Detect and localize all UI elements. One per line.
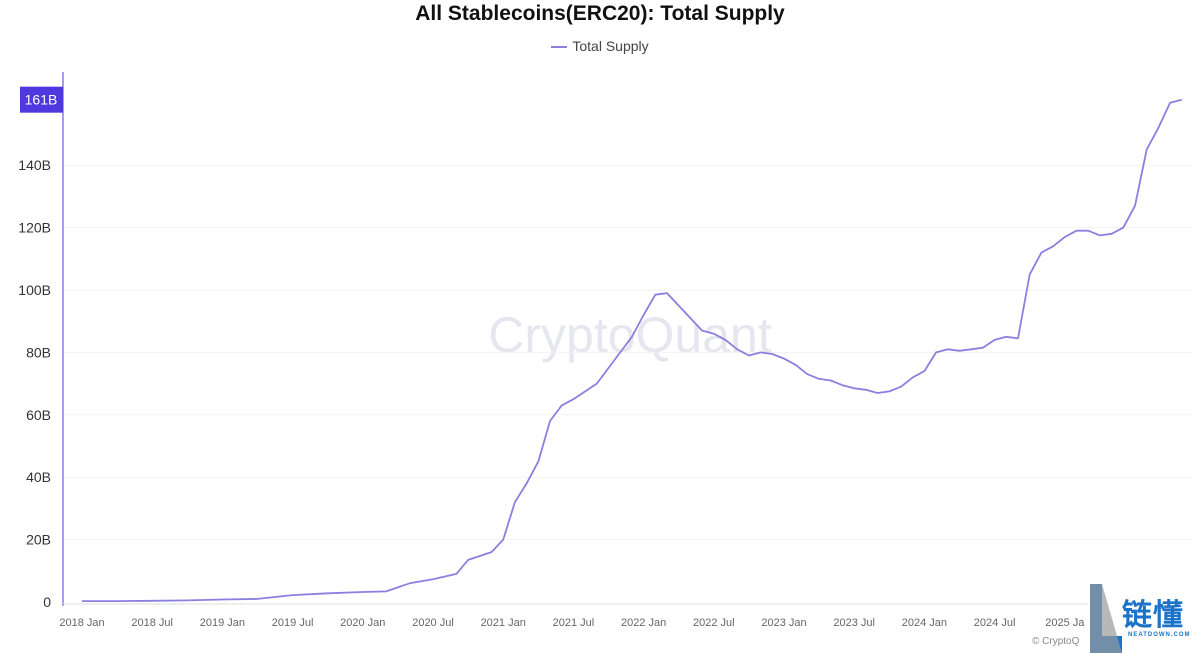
legend[interactable]: Total Supply bbox=[0, 38, 1200, 54]
legend-label: Total Supply bbox=[572, 38, 649, 54]
x-tick-label: 2019 Jul bbox=[272, 617, 314, 629]
x-tick-label: 2022 Jul bbox=[693, 617, 735, 629]
watermark: CryptoQuant bbox=[488, 307, 772, 363]
x-tick-label: 2020 Jan bbox=[340, 617, 385, 629]
logo-subtext: NEATDOWN.COM bbox=[1128, 632, 1191, 638]
series-line-total-supply bbox=[82, 98, 1183, 602]
copyright: © CryptoQ bbox=[1032, 636, 1080, 647]
x-tick-label: 2025 Ja bbox=[1045, 617, 1085, 629]
x-tick-label: 2023 Jul bbox=[833, 617, 875, 629]
y-tick-label: 140B bbox=[18, 157, 51, 173]
x-tick-label: 2020 Jul bbox=[412, 617, 454, 629]
x-tick-label: 2018 Jan bbox=[59, 617, 104, 629]
y-tick-label: 40B bbox=[26, 469, 51, 485]
y-tick-label: 0 bbox=[43, 594, 51, 610]
x-tick-label: 2022 Jan bbox=[621, 617, 666, 629]
y-tick-label: 120B bbox=[18, 220, 51, 236]
legend-swatch bbox=[551, 46, 568, 49]
logo-text: 链懂 bbox=[1122, 599, 1184, 632]
last-value-badge bbox=[20, 86, 63, 113]
x-tick-label: 2024 Jan bbox=[902, 617, 947, 629]
x-tick-label: 2021 Jan bbox=[481, 617, 526, 629]
x-tick-label: 2021 Jul bbox=[553, 617, 595, 629]
chart-title: All Stablecoins(ERC20): Total Supply bbox=[415, 2, 785, 25]
y-tick-label: 20B bbox=[26, 532, 51, 548]
y-tick-label: 80B bbox=[26, 344, 51, 360]
x-tick-label: 2023 Jan bbox=[761, 617, 806, 629]
last-value-label: 161B bbox=[25, 92, 58, 108]
neatdown-logo: 链懂 NEATDOWN.COM bbox=[1088, 584, 1200, 653]
y-tick-label: 100B bbox=[18, 282, 51, 298]
x-tick-label: 2019 Jan bbox=[200, 617, 245, 629]
x-tick-label: 2018 Jul bbox=[131, 617, 173, 629]
y-tick-label: 60B bbox=[26, 407, 51, 423]
x-tick-label: 2024 Jul bbox=[974, 617, 1016, 629]
